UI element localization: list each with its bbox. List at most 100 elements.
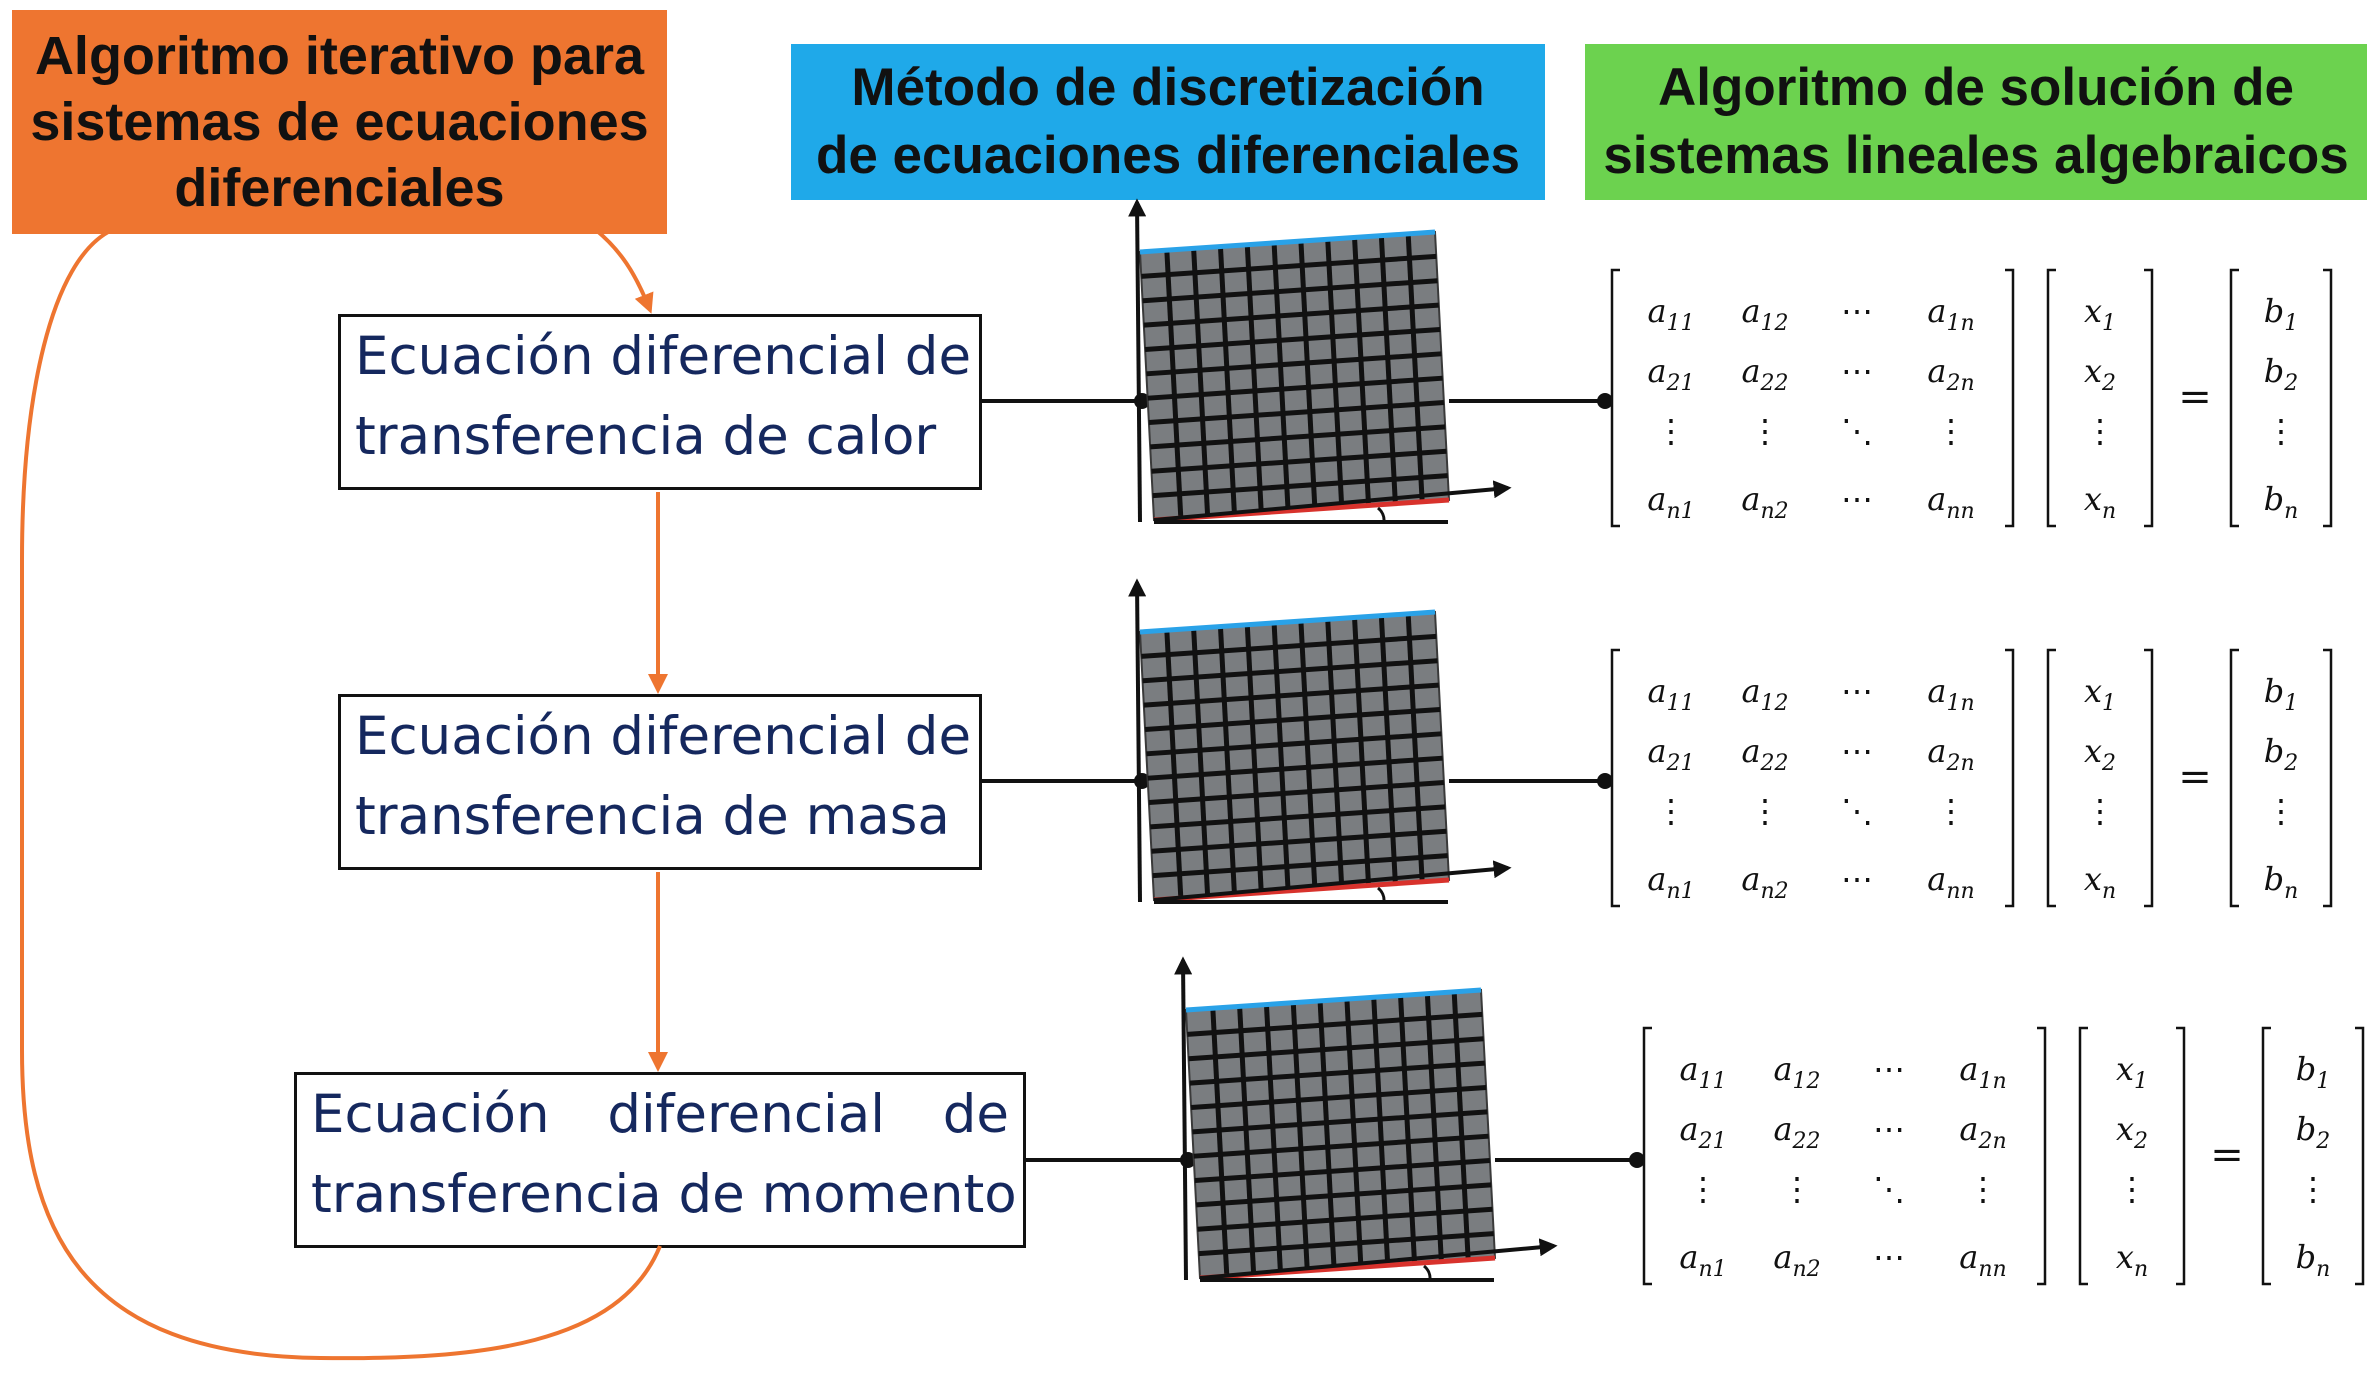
grid-line-vertical [1244,624,1264,893]
discretization-grid [1128,198,1512,524]
grid-line-horizontal [1148,780,1445,806]
matrix-a-cell: a2n [1959,1110,2006,1154]
vector-x-cell: x1 [2084,292,2116,336]
grid-line-vertical [1271,242,1291,512]
grid-line-vertical [1371,997,1391,1266]
grid-line-horizontal [1146,731,1442,757]
matrix-a-cell: a21 [1679,1110,1726,1154]
grid-line-horizontal [1151,448,1447,474]
matrix-a-cell: ⋯ [1873,1238,1905,1276]
grid-line-horizontal [1189,1060,1485,1086]
vector-x-cell: x2 [2084,732,2116,776]
matrix-a-cell: ⋯ [1841,860,1873,898]
grid-line-vertical [1164,630,1184,899]
grid-line-vertical [1191,628,1211,897]
matrix-a-left-bracket [1610,648,1620,908]
matrix-a-left-bracket [1610,268,1620,528]
matrix-a-cell: a1n [1927,292,1974,336]
grid-top-edge [1139,609,1436,635]
matrix-a-cell: a1n [1959,1050,2006,1094]
matrix-a-cell: a12 [1741,672,1788,716]
grid-line-horizontal [1151,828,1447,854]
grid-line-horizontal [1142,658,1438,684]
vector-b-left-bracket [2229,268,2239,528]
matrix-a-cell: an2 [1741,860,1788,904]
equals-sign: = [2178,374,2212,420]
grid-line-horizontal [1193,1133,1489,1159]
discretization-grid [1174,956,1558,1282]
vector-x-cell: xn [2084,480,2116,524]
vector-b-cell: ⋮ [2297,1170,2329,1208]
y-axis-arrow [1174,956,1193,1281]
vector-x-cell: x2 [2084,352,2116,396]
matrix-a-cell: ⋮ [1781,1170,1813,1208]
grid-line-vertical [1290,1002,1310,1271]
x-axis-arrow [1199,1238,1558,1280]
grid-line-vertical [1405,233,1425,502]
matrix-a-cell: ⋯ [1873,1050,1905,1088]
matrix-a-right-bracket [2005,648,2015,908]
matrix-a-cell: a22 [1773,1110,1820,1154]
grid-line-horizontal [1143,302,1439,328]
matrix-a-left-bracket [1642,1026,1652,1286]
matrix-a-cell: a12 [1773,1050,1820,1094]
connector-dot [1597,773,1613,789]
vector-b-cell: b2 [2264,352,2298,396]
matrix-a-cell: ⋮ [1967,1170,1999,1208]
grid-line-vertical [1352,617,1372,886]
grid-line-vertical [1210,1008,1230,1277]
vector-x-right-bracket [2176,1026,2186,1286]
matrix-a-cell: ⋯ [1841,292,1873,330]
matrix-a-cell: an1 [1679,1238,1726,1282]
vector-b-cell: bn [2264,480,2299,524]
grid-line-horizontal [1144,706,1441,732]
matrix-a-cell: a11 [1647,292,1694,336]
vector-x-cell: xn [2116,1238,2148,1282]
connector-dot [1629,1152,1645,1168]
matrix-a-cell: a22 [1741,352,1788,396]
iterative-algorithm-header: Algoritmo iterativo para sistemas de ecu… [12,10,667,234]
matrix-equation: a11 a12 ⋯ a1n a21 a22 ⋯ a2n ⋮ ⋮ ⋱ ⋮ an1 an2 ⋯ ann x1 x2 ⋮ x… [1642,1026,2365,1286]
matrix-equation: a11 a12 ⋯ a1n a21 a22 ⋯ a2n ⋮ ⋮ ⋱ ⋮ an1 an2 ⋯ ann x1 x2 ⋮ x… [1610,648,2333,908]
matrix-a-cell: ann [1927,480,1974,524]
vector-b-cell: b2 [2264,732,2298,776]
matrix-a-cell: ⋮ [1749,792,1781,830]
grid-top-edge [1185,987,1482,1013]
tilt-angle-arc [1422,1264,1432,1281]
vector-x-right-bracket [2144,268,2154,528]
vector-x-left-bracket [2046,268,2056,528]
vector-x-cell: xn [2084,860,2116,904]
vector-b-right-bracket [2323,268,2333,528]
matrix-a-cell: a2n [1927,732,1974,776]
matrix-a-cell: an2 [1741,480,1788,524]
matrix-a-cell: ⋮ [1935,792,1967,830]
grid-line-vertical [1344,998,1364,1268]
grid-line-horizontal [1147,755,1443,781]
matrix-a-cell: ⋮ [1687,1170,1719,1208]
equation-line-2: transferencia de calor [355,406,937,467]
matrix-a-cell: an1 [1647,480,1694,524]
grid-line-vertical [1217,246,1237,515]
momentum-transfer-equation-box: Ecuación diferencial de transferencia de… [294,1072,1026,1248]
grid-line-horizontal [1148,400,1445,426]
grid-line-horizontal [1150,804,1446,830]
heat-transfer-equation-box: Ecuación diferencial de transferencia de… [338,314,982,490]
tilt-angle-arc [1376,886,1386,903]
vector-b-cell: b1 [2264,292,2298,336]
grid-line-vertical [1378,615,1398,884]
y-axis-arrow [1128,198,1147,523]
matrix-a-cell: ⋯ [1841,352,1873,390]
loop-entry-arrow [594,228,654,314]
vector-b-cell: bn [2296,1238,2331,1282]
grid-line-vertical [1325,619,1345,888]
grid-line-horizontal [1142,278,1438,304]
grid-line-vertical [1164,250,1184,519]
equation-line-1: Ecuación diferencial de [355,326,972,387]
grid-line-horizontal [1147,375,1443,401]
grid-line-vertical [1325,239,1345,508]
vector-b-cell: b2 [2296,1110,2330,1154]
grid-line-horizontal [1194,1158,1491,1184]
vector-x-cell: ⋮ [2084,412,2116,450]
grid-line-vertical [1263,1004,1283,1273]
grid-line-vertical [1217,626,1237,895]
